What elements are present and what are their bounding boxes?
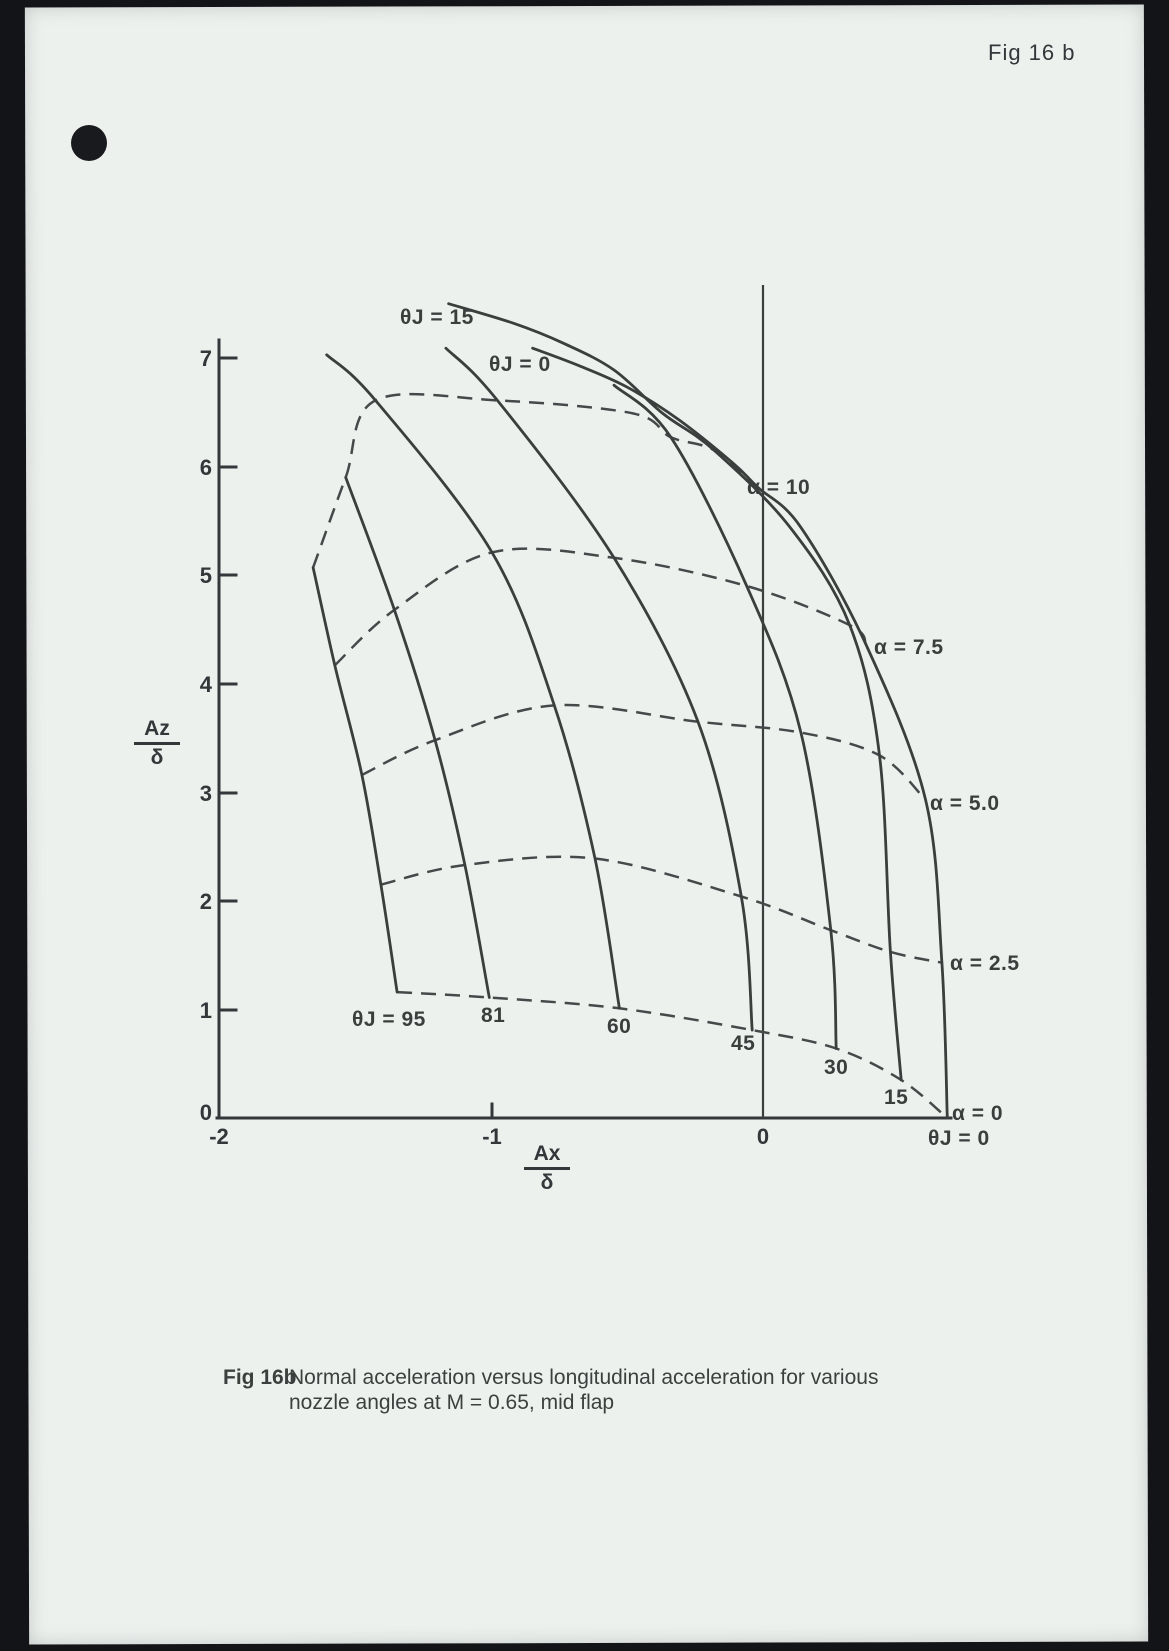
y-axis-label: Az δ [134, 717, 180, 770]
curve-thetaj-0 [531, 346, 949, 1120]
label-thetaj-60: 60 [607, 1015, 632, 1038]
curve-alpha-7-5 [333, 547, 868, 667]
hole-punch [71, 125, 107, 161]
x-axis-label-denominator: δ [540, 1171, 554, 1194]
y-tick-5: 5 [199, 563, 212, 588]
curve-thetaj-60 [325, 353, 621, 1010]
page-header: Fig 16 b [988, 40, 1076, 65]
x-axis-label-numerator: Ax [524, 1142, 570, 1170]
curve-thetaj-45 [444, 346, 754, 1032]
curve-thetaj-95 [311, 566, 399, 994]
label-thetaj-15-top: θJ = 15 [400, 306, 474, 329]
label-alpha-10: α = 10 [747, 476, 811, 499]
caption-line2: nozzle angles at M = 0.65, mid flap [289, 1391, 615, 1414]
label-thetaj-45: 45 [731, 1032, 756, 1055]
label-thetaj-0-top: θJ = 0 [489, 353, 551, 376]
x-tick-0: 0 [756, 1124, 770, 1149]
axes [215, 285, 953, 1120]
curve-thetaj-30 [612, 383, 838, 1050]
curve-thetaj-81 [344, 476, 491, 999]
curve-thetaj-15 [447, 302, 903, 1082]
y-tick-3: 3 [199, 781, 212, 806]
caption-tag: Fig 16b [223, 1366, 297, 1389]
label-thetaj-0-bottom: θJ = 0 [928, 1127, 990, 1150]
y-tick-0: 0 [199, 1100, 212, 1125]
label-thetaj-30: 30 [824, 1056, 849, 1079]
y-tick-4: 4 [199, 672, 212, 697]
x-axis-label: Ax δ [524, 1142, 570, 1195]
label-thetaj-95: θJ = 95 [352, 1008, 426, 1031]
label-thetaj-15-bottom: 15 [884, 1086, 909, 1109]
label-thetaj-81: 81 [481, 1004, 506, 1027]
label-alpha-7-5: α = 7.5 [874, 636, 944, 659]
label-alpha-0: α = 0 [952, 1102, 1004, 1125]
y-axis-label-numerator: Az [134, 717, 180, 745]
curve-alpha-0 [397, 990, 949, 1119]
label-alpha-5-0: α = 5.0 [930, 792, 1000, 815]
y-axis-label-denominator: δ [150, 746, 164, 769]
y-tick-marks [217, 356, 238, 1012]
x-tick-neg1: -1 [482, 1124, 502, 1149]
y-tick-2: 2 [199, 889, 212, 914]
y-tick-6: 6 [199, 455, 212, 480]
caption-line1: Normal acceleration versus longitudinal … [289, 1366, 879, 1389]
x-tick-neg2: -2 [209, 1124, 229, 1149]
curve-alpha-10 [311, 392, 759, 569]
y-tick-1: 1 [199, 998, 212, 1023]
curves-layer [311, 302, 949, 1120]
y-tick-7: 7 [199, 346, 212, 371]
label-alpha-2-5: α = 2.5 [950, 952, 1020, 975]
